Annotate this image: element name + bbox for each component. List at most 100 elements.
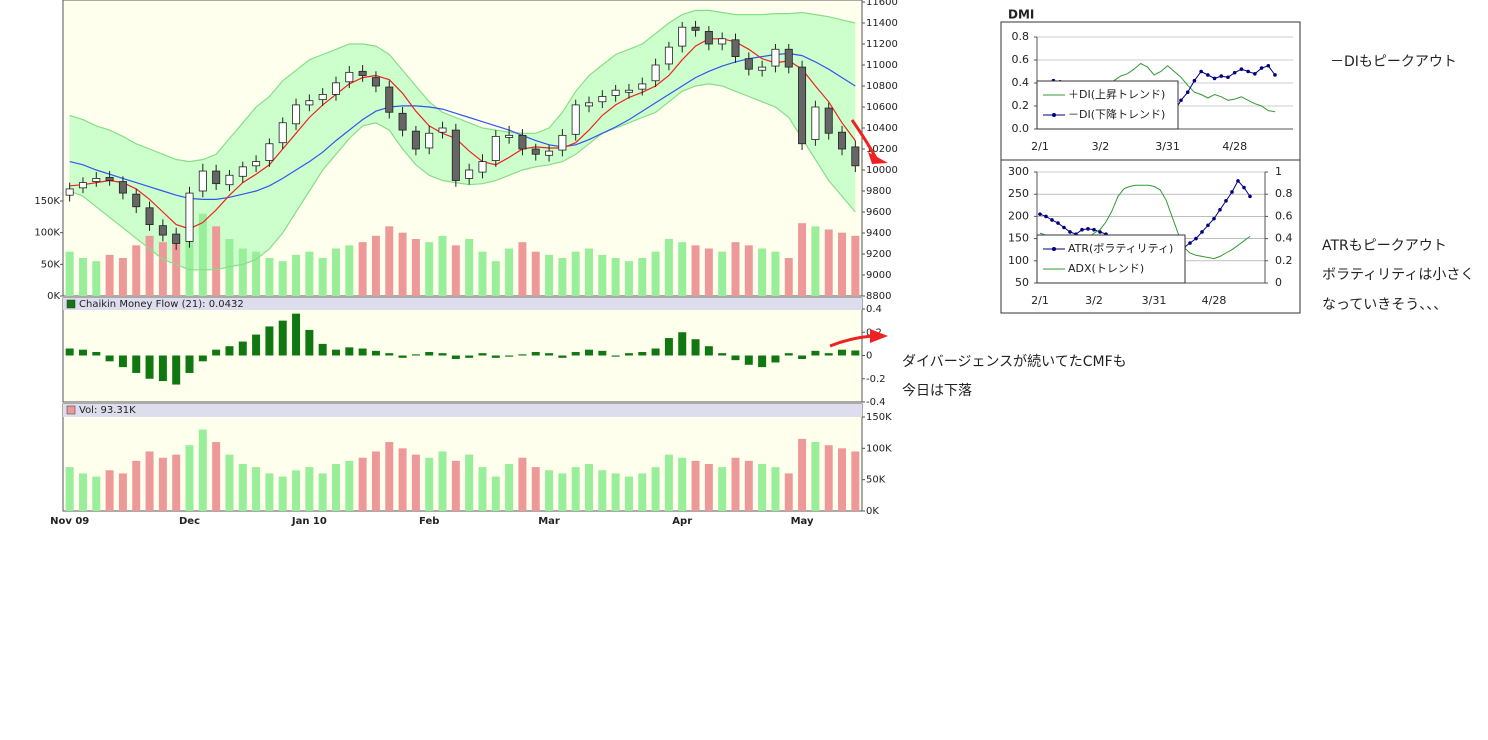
volume-bar <box>718 251 727 296</box>
volume-bar <box>331 248 340 296</box>
bar <box>758 355 767 368</box>
x-tick-label: 4/28 <box>1222 140 1247 153</box>
candle-body <box>758 66 767 71</box>
volume-bar <box>798 223 807 296</box>
arrow-head <box>868 152 888 164</box>
candle-body <box>465 169 474 179</box>
bar <box>212 349 221 356</box>
point <box>1206 73 1210 77</box>
point <box>1232 70 1237 75</box>
candle-body <box>678 26 687 47</box>
bar <box>491 355 500 358</box>
x-tick-label: 2/1 <box>1031 294 1049 307</box>
volume-bar <box>624 261 633 296</box>
volume-bar <box>252 251 261 296</box>
candle-body <box>558 134 567 151</box>
tick-label: 0K <box>47 291 60 302</box>
bar <box>598 350 607 356</box>
point <box>1092 227 1096 232</box>
bar <box>385 442 394 511</box>
candle-body <box>358 70 367 76</box>
tick-label: 9000 <box>866 270 891 281</box>
bar <box>172 454 181 511</box>
point <box>1179 98 1183 103</box>
tick-label: 8800 <box>866 291 891 302</box>
point <box>1259 66 1264 70</box>
bar <box>78 473 87 511</box>
bar <box>252 334 261 356</box>
candle-body <box>65 188 74 196</box>
volume-bar <box>398 232 407 296</box>
bar <box>718 467 727 511</box>
x-tick-label: Nov 09 <box>50 516 89 527</box>
bar <box>105 470 114 511</box>
bar <box>345 347 354 356</box>
volume-bar <box>545 254 554 296</box>
x-tick-label: 3/2 <box>1092 140 1110 153</box>
line <box>69 9 856 163</box>
bar <box>278 476 287 511</box>
candle-body <box>638 83 647 90</box>
bar <box>851 350 860 356</box>
bar <box>585 349 594 356</box>
candle-body <box>158 225 167 236</box>
bar <box>678 332 687 356</box>
candle-body <box>118 181 127 194</box>
bar <box>145 451 154 511</box>
bar <box>691 339 700 356</box>
point <box>1242 185 1246 190</box>
bar <box>784 473 793 511</box>
bar <box>718 353 727 356</box>
point <box>1226 75 1230 80</box>
bar <box>438 353 447 356</box>
bar <box>252 467 261 511</box>
legend-label: －DI(下降トレンド) <box>1068 107 1165 121</box>
point <box>1212 216 1216 221</box>
volume-bar <box>571 251 580 296</box>
tick-label: 10400 <box>866 123 898 134</box>
x-tick-label: 3/31 <box>1142 294 1167 307</box>
bar <box>731 457 740 511</box>
tick-label: 200 <box>1008 209 1029 222</box>
tick-label: 0 <box>866 351 872 362</box>
bar <box>851 451 860 511</box>
volume-bar <box>305 251 314 296</box>
bar <box>744 460 753 511</box>
candle-body <box>278 122 287 144</box>
candle-body <box>292 104 301 125</box>
line <box>69 83 856 271</box>
candle-body <box>505 134 514 138</box>
tick-label: 10600 <box>866 102 898 113</box>
tick-label: 300 <box>1008 165 1029 178</box>
bar <box>571 467 580 511</box>
arrow <box>850 119 878 159</box>
bar <box>784 353 793 356</box>
bar <box>771 467 780 511</box>
x-tick-label: Mar <box>538 516 560 527</box>
volume-bar <box>371 235 380 296</box>
point <box>1199 69 1203 74</box>
bar <box>624 476 633 511</box>
bar <box>478 467 487 511</box>
bar <box>824 445 833 511</box>
tick-label: 250 <box>1008 187 1029 200</box>
volume-bar <box>385 226 394 296</box>
point <box>1192 78 1197 83</box>
bar <box>425 457 434 511</box>
candle-body <box>624 89 633 93</box>
candle-body <box>585 102 594 107</box>
bar <box>664 338 673 356</box>
candle-body <box>811 106 820 140</box>
bar <box>398 355 407 358</box>
legend-marker <box>1052 113 1056 117</box>
bar <box>411 354 420 356</box>
tick-label: 9800 <box>866 186 891 197</box>
candle-body <box>571 104 580 135</box>
volume-bar <box>638 258 647 296</box>
candle-body <box>185 192 194 242</box>
bar <box>92 476 101 511</box>
volume-bar <box>238 248 247 296</box>
candle-body <box>824 107 833 134</box>
tick-label: 100K <box>34 228 60 239</box>
